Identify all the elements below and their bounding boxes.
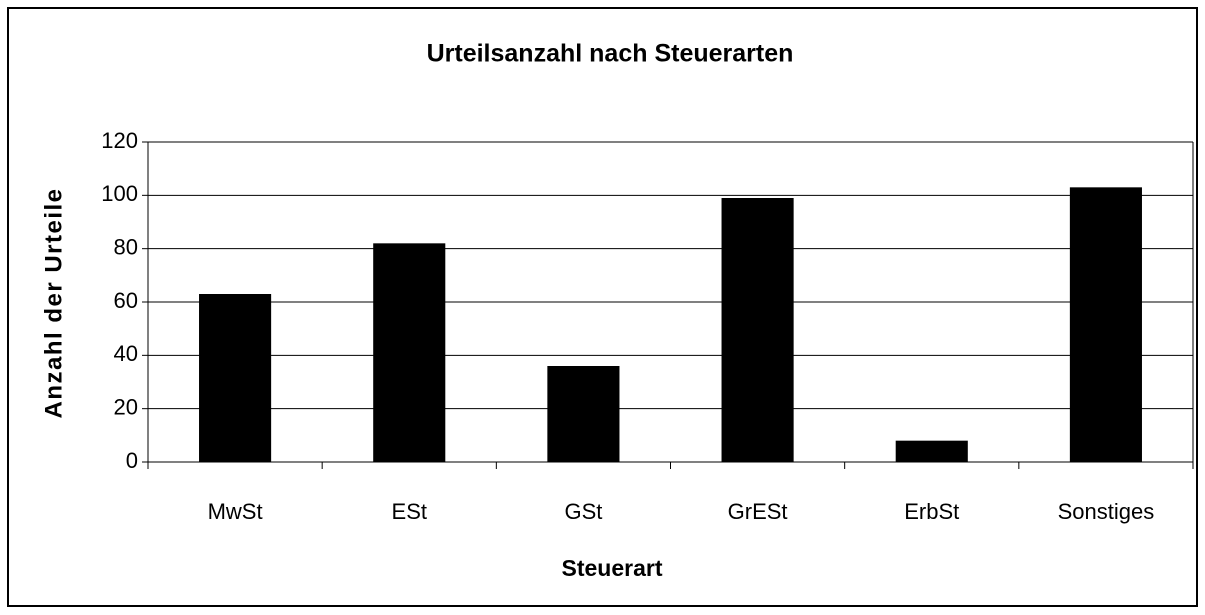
bar (721, 198, 794, 462)
chart-title: Urteilsanzahl nach Steuerarten (427, 40, 794, 68)
y-tick-label: 0 (126, 448, 138, 473)
x-tick-label: MwSt (208, 499, 263, 524)
x-tick-label: GSt (564, 499, 602, 524)
y-tick-label: 100 (101, 181, 138, 206)
y-axis-title: Anzahl der Urteile (40, 187, 67, 418)
y-tick-label: 20 (114, 394, 138, 419)
y-tick-label: 40 (114, 341, 138, 366)
x-tick-label: GrESt (728, 499, 788, 524)
y-tick-label: 120 (101, 128, 138, 153)
y-tick-label: 80 (114, 234, 138, 259)
bar (895, 440, 968, 462)
y-tick-label: 60 (114, 288, 138, 313)
bar (547, 366, 620, 462)
bar (199, 294, 272, 462)
chart-frame (7, 7, 1198, 607)
bar (373, 243, 446, 462)
x-tick-label: ESt (392, 499, 427, 524)
bar (1069, 187, 1142, 463)
x-tick-label: Sonstiges (1058, 499, 1155, 524)
x-axis-title: Steuerart (562, 555, 663, 581)
x-tick-label: ErbSt (904, 499, 959, 524)
